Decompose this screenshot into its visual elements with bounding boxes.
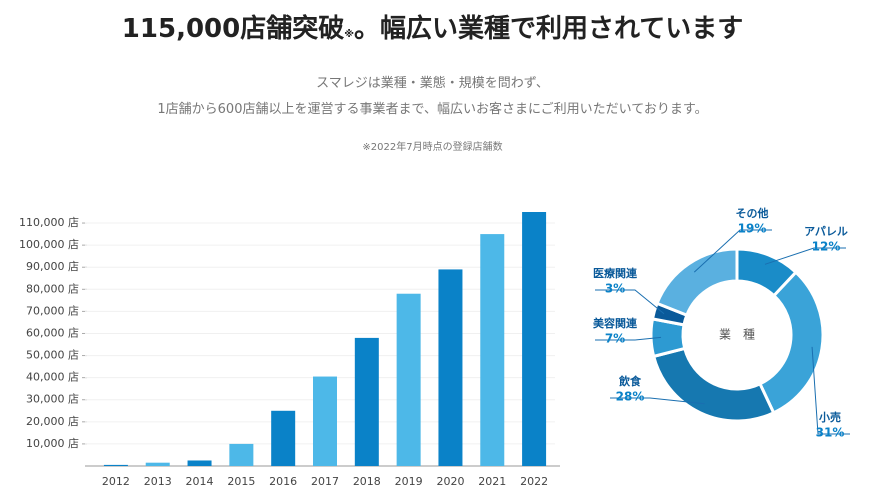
slice-value: 3% (605, 282, 625, 296)
x-tick-label: 2015 (227, 475, 255, 488)
y-tick-label: 100,000 店 (19, 237, 79, 251)
x-tick-label: 2014 (186, 475, 214, 488)
x-tick-label: 2016 (269, 475, 297, 488)
x-tick-label: 2013 (144, 475, 172, 488)
y-tick-label: 40,000 店 (26, 370, 79, 384)
x-tick-label: 2012 (102, 475, 130, 488)
slice-name: アパレル (804, 225, 848, 238)
title: 115,000店舗突破※。幅広い業種で利用されています (0, 8, 865, 45)
bar (313, 376, 337, 466)
bar (103, 464, 128, 466)
x-tick-label: 2021 (478, 475, 506, 488)
slice-value: 31% (816, 426, 845, 440)
slice-name: 小売 (818, 410, 841, 424)
title-rest: 。幅広い業種で利用されています (353, 14, 744, 44)
y-tick-label: 90,000 店 (26, 259, 79, 273)
donut-slice (651, 346, 776, 423)
subtitle: スマレジは業種・業態・規模を問わず、 (316, 76, 549, 91)
leader-line (595, 289, 665, 315)
x-tick-label: 2018 (353, 475, 381, 488)
leader-line (764, 247, 846, 265)
y-tick-label: 60,000 店 (26, 325, 79, 339)
donut-slice (655, 247, 739, 318)
leader-line (610, 397, 705, 405)
title-main: 115,000店舗突破 (121, 14, 345, 44)
slice-value: 7% (605, 332, 625, 346)
y-tick-label: 110,000 店 (19, 215, 79, 229)
leader-line (595, 336, 662, 341)
slice-name: その他 (736, 206, 769, 220)
slice-name: 飲食 (618, 374, 642, 388)
subtitle: 1店舗から600店舗以上を運営する事業者まで、幅広いお客さまにご利用いただいてお… (157, 102, 708, 117)
note: ※2022年7月時点の登録店舗数 (362, 142, 503, 153)
y-tick-label: 70,000 店 (26, 303, 79, 317)
y-tick-label: 20,000 店 (26, 414, 79, 428)
y-tick-label: 80,000 店 (26, 281, 79, 295)
bar (396, 293, 421, 466)
donut-center: 業 種 (719, 328, 755, 342)
bar (271, 410, 296, 466)
x-tick-label: 2020 (436, 475, 464, 488)
y-tick-label: 50,000 店 (26, 348, 79, 362)
y-tick-label: 30,000 店 (26, 392, 79, 406)
bar (229, 443, 254, 466)
title-note: ※ (344, 29, 354, 40)
slice-value: 28% (616, 390, 645, 404)
slice-value: 12% (812, 240, 841, 254)
y-tick-label: 10,000 店 (26, 436, 79, 450)
slice-name: 美容関連 (593, 316, 638, 330)
bar (354, 337, 379, 466)
leader-line (693, 229, 772, 273)
x-tick-label: 2019 (395, 475, 423, 488)
x-tick-label: 2017 (311, 475, 339, 488)
slice-name: 医療関連 (593, 266, 638, 280)
bar (145, 462, 170, 466)
slice-value: 19% (738, 222, 767, 236)
bar (187, 460, 212, 466)
bar (522, 212, 547, 466)
bar (438, 269, 463, 466)
bar (480, 234, 505, 466)
leader-line (811, 346, 850, 435)
x-tick-label: 2022 (520, 475, 548, 488)
